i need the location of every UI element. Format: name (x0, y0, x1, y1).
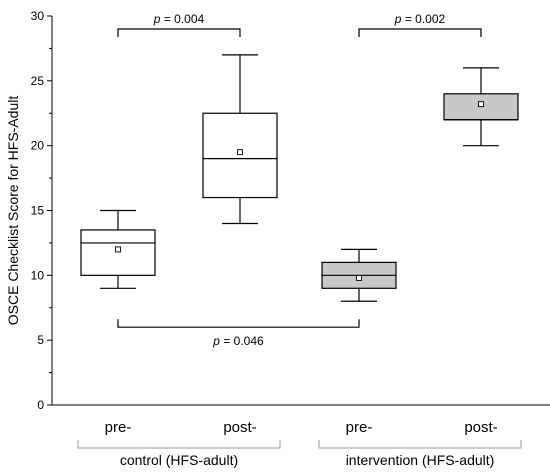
group-bracket (77, 440, 281, 449)
y-tick-label: 10 (31, 268, 45, 282)
x-tick-label: post- (464, 419, 497, 436)
mean-marker (478, 101, 484, 108)
box-iqr (202, 112, 278, 199)
p-value-label: p = 0.004 (153, 12, 205, 26)
box-0 (80, 209, 156, 289)
significance-annotations: p = 0.004 p = 0.002 p = 0.046 (117, 12, 482, 348)
p-value-label: p = 0.046 (212, 334, 264, 348)
x-tick-label: pre- (346, 419, 373, 436)
y-tick-label: 20 (31, 139, 45, 153)
mean-marker (237, 149, 243, 156)
mean-marker (356, 274, 362, 281)
group-labels: control (HFS-adult) intervention (HFS-adu… (77, 440, 522, 468)
y-axis-label: OSCE Checklist Score for HFS-Adult (5, 96, 21, 326)
box-2 (321, 248, 397, 302)
box-iqr (80, 229, 156, 276)
significance-bracket (117, 28, 241, 37)
y-tick-label: 15 (31, 204, 45, 218)
group-bracket (318, 440, 522, 449)
y-tick-label: 30 (31, 9, 45, 23)
x-tick-label: post- (223, 419, 256, 436)
box-3 (443, 67, 519, 147)
y-tick-label: 5 (37, 333, 44, 347)
box-1 (202, 54, 278, 225)
boxes (80, 54, 519, 302)
x-tick-label: pre- (105, 419, 132, 436)
axes: 0 5 10 15 20 25 30 OSCE Checklist Score for HFS… (5, 9, 550, 436)
group-label: control (HFS-adult) (120, 452, 238, 468)
group-label: intervention (HFS-adult) (346, 452, 495, 468)
significance-bracket (117, 319, 360, 328)
p-value-label: p = 0.002 (394, 12, 446, 26)
mean-marker (115, 246, 121, 253)
y-tick-label: 25 (31, 74, 45, 88)
y-tick-label: 0 (37, 398, 44, 412)
significance-bracket (358, 28, 482, 37)
